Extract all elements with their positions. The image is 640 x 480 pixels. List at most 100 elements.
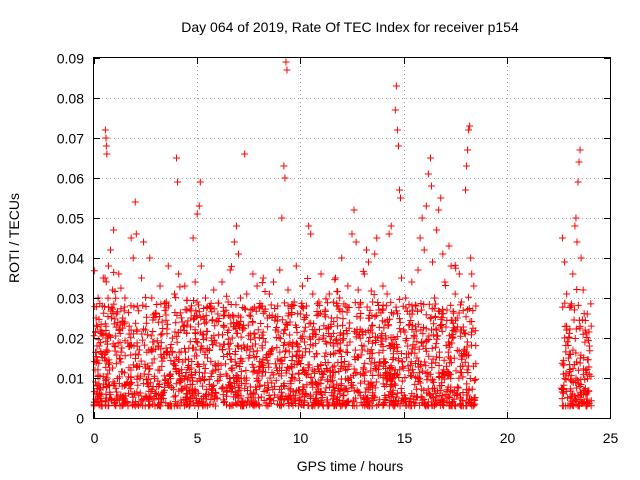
data-point-marker xyxy=(416,369,424,377)
data-point-marker xyxy=(176,379,184,387)
data-point-marker xyxy=(431,294,439,302)
data-point-marker xyxy=(382,380,390,388)
data-point-marker xyxy=(357,392,365,400)
data-point-marker xyxy=(463,162,471,170)
data-point-marker xyxy=(214,310,222,318)
data-point-marker xyxy=(92,321,100,329)
data-point-marker xyxy=(255,366,263,374)
data-point-marker xyxy=(215,376,223,384)
data-point-marker xyxy=(559,303,567,311)
data-point-marker xyxy=(325,290,333,298)
data-point-marker xyxy=(116,330,124,338)
data-point-marker xyxy=(226,355,234,363)
plot-frame xyxy=(93,57,611,419)
data-point-marker xyxy=(153,337,161,345)
data-point-marker xyxy=(104,262,112,270)
data-point-marker xyxy=(303,371,311,379)
data-point-marker xyxy=(572,325,580,333)
data-point-marker xyxy=(583,375,591,383)
data-point-marker xyxy=(351,327,359,335)
data-point-marker xyxy=(340,330,348,338)
data-point-marker xyxy=(211,395,219,403)
data-point-marker xyxy=(575,402,583,410)
data-point-marker xyxy=(154,366,162,374)
data-point-marker xyxy=(569,270,577,278)
data-point-marker xyxy=(331,401,339,409)
data-point-marker xyxy=(388,390,396,398)
data-point-marker xyxy=(226,350,234,358)
data-point-marker xyxy=(307,373,315,381)
data-point-marker xyxy=(342,401,350,409)
data-point-marker xyxy=(242,366,250,374)
data-point-marker xyxy=(452,367,460,375)
data-point-marker xyxy=(286,318,294,326)
data-point-marker xyxy=(562,375,570,383)
data-point-marker xyxy=(396,366,404,374)
data-point-marker xyxy=(150,372,158,380)
data-point-marker xyxy=(350,206,358,214)
data-point-marker xyxy=(202,318,210,326)
data-point-marker xyxy=(207,373,215,381)
data-point-marker xyxy=(208,391,216,399)
data-point-marker xyxy=(453,314,461,322)
data-point-marker xyxy=(413,354,421,362)
data-point-marker xyxy=(195,308,203,316)
data-point-marker xyxy=(327,350,335,358)
data-point-marker xyxy=(450,386,458,394)
data-point-marker xyxy=(172,365,180,373)
data-point-marker xyxy=(173,154,181,162)
data-point-marker xyxy=(278,316,286,324)
data-point-marker xyxy=(569,346,577,354)
data-point-marker xyxy=(422,202,430,210)
data-point-marker xyxy=(459,307,467,315)
data-point-marker xyxy=(385,230,393,238)
data-point-marker xyxy=(380,358,388,366)
data-point-marker xyxy=(570,306,578,314)
data-point-marker xyxy=(104,381,112,389)
data-point-marker xyxy=(302,389,310,397)
data-point-marker xyxy=(187,323,195,331)
data-point-marker xyxy=(330,387,338,395)
data-point-marker xyxy=(170,402,178,410)
data-point-marker xyxy=(131,402,139,410)
data-point-marker xyxy=(315,298,323,306)
data-point-marker xyxy=(288,342,296,350)
data-point-marker xyxy=(178,318,186,326)
data-point-marker xyxy=(197,395,205,403)
data-point-marker xyxy=(123,398,131,406)
y-tick-label: 0.08 xyxy=(57,91,84,107)
data-point-marker xyxy=(418,394,426,402)
data-point-marker xyxy=(114,339,122,347)
data-point-marker xyxy=(471,327,479,335)
data-point-marker xyxy=(447,387,455,395)
data-point-marker xyxy=(431,300,439,308)
data-point-marker xyxy=(245,354,253,362)
data-point-marker xyxy=(216,342,224,350)
data-point-marker xyxy=(450,395,458,403)
data-point-marker xyxy=(371,359,379,367)
data-point-marker xyxy=(211,360,219,368)
data-point-marker xyxy=(402,304,410,312)
data-point-marker xyxy=(170,393,178,401)
data-point-marker xyxy=(304,275,312,283)
data-point-marker xyxy=(336,294,344,302)
data-point-marker xyxy=(396,318,404,326)
data-point-marker xyxy=(185,374,193,382)
data-point-marker xyxy=(287,363,295,371)
data-point-marker xyxy=(363,384,371,392)
data-point-marker xyxy=(129,254,137,262)
data-point-marker xyxy=(226,402,234,410)
data-point-marker xyxy=(132,319,140,327)
data-point-marker xyxy=(131,198,139,206)
data-point-marker xyxy=(437,386,445,394)
data-point-marker xyxy=(465,386,473,394)
data-point-marker xyxy=(104,312,112,320)
data-point-marker xyxy=(270,278,278,286)
data-point-marker xyxy=(368,329,376,337)
data-point-marker xyxy=(127,351,135,359)
data-point-marker xyxy=(574,178,582,186)
data-point-marker xyxy=(565,354,573,362)
data-point-marker xyxy=(580,354,588,362)
data-point-marker xyxy=(162,298,170,306)
data-point-marker xyxy=(439,310,447,318)
